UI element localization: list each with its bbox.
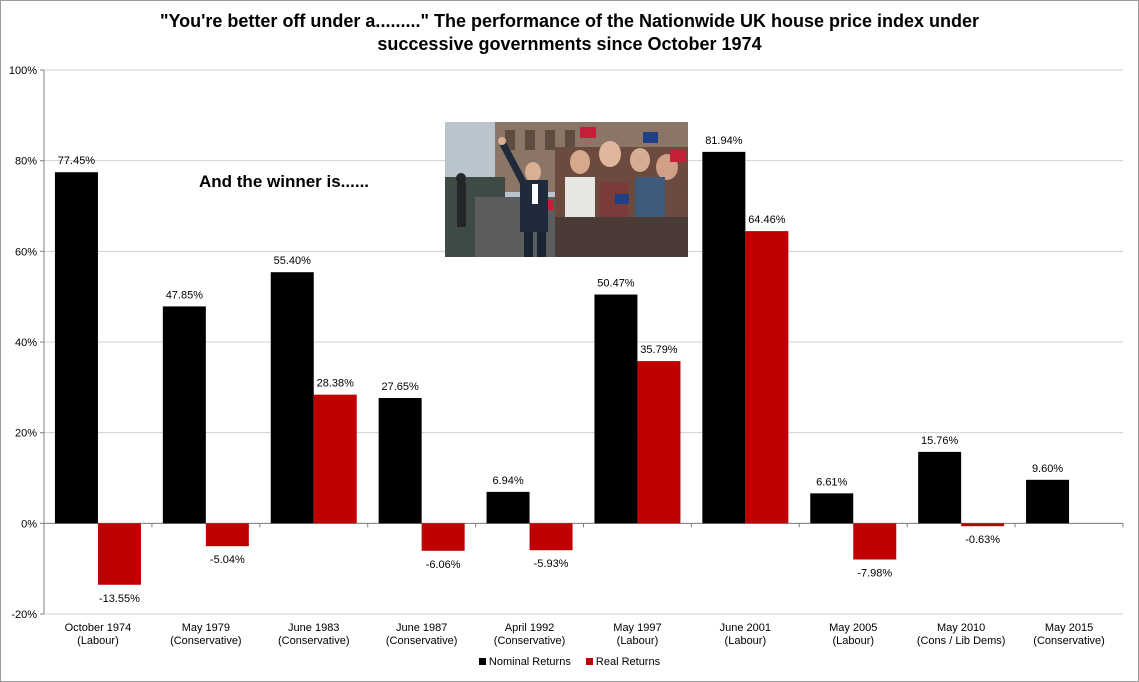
data-label: -5.93% [534, 558, 569, 570]
data-label: 9.60% [1032, 463, 1063, 475]
data-label: 55.40% [274, 255, 312, 267]
data-label: 64.46% [748, 214, 786, 226]
chart-title-line-1: "You're better off under a........." The… [159, 11, 980, 31]
legend-label-nominal: Nominal Returns [488, 656, 571, 668]
data-label: 28.38% [317, 378, 355, 390]
y-tick-label: 60% [15, 246, 37, 258]
y-tick-label: 40% [15, 337, 37, 349]
legend-item-real: Real Returns [585, 656, 661, 668]
y-tick-label: 100% [9, 65, 37, 77]
x-tick-label: October 1974 [65, 622, 132, 634]
bar-real [853, 523, 897, 560]
data-label: -7.98% [857, 568, 892, 580]
data-label: 50.47% [597, 278, 635, 290]
bar-nominal [702, 151, 746, 524]
x-tick-label: June 2001 [720, 622, 771, 634]
bar-nominal [1026, 479, 1070, 524]
x-tick-label: May 2005 [829, 622, 877, 634]
bars [54, 151, 1070, 585]
bar-real [421, 523, 465, 551]
x-tick-label: May 2015 [1045, 622, 1093, 634]
data-label: 77.45% [58, 155, 96, 167]
legend-swatch-real [585, 658, 593, 665]
legend-item-nominal: Nominal Returns [478, 656, 571, 668]
winner-annotation: And the winner is...... [199, 172, 370, 191]
bar-nominal [162, 306, 206, 524]
x-tick-label: April 1992 [505, 622, 555, 634]
bar-real [961, 523, 1005, 527]
legend-swatch-nominal [478, 658, 486, 665]
x-tick-label: (Labour) [77, 635, 119, 647]
y-tick-label: -20% [11, 609, 37, 621]
data-labels: 77.45% -13.55% 47.85% -5.04% 55.40% 28.38% 27.… [58, 135, 1064, 605]
x-tick-label: May 1997 [613, 622, 661, 634]
data-label: -0.63% [965, 534, 1000, 546]
x-tick-label: May 2010 [937, 622, 985, 634]
bar-nominal [378, 397, 422, 524]
chart-title-line-2: successive governments since October 197… [377, 34, 762, 54]
bar-real [205, 523, 249, 547]
data-label: 47.85% [166, 289, 204, 301]
data-label: 15.76% [921, 435, 959, 447]
bar-nominal [486, 491, 530, 524]
x-tick-label: (Conservative) [278, 635, 350, 647]
x-tick-label: June 1983 [288, 622, 339, 634]
bar-real [313, 394, 357, 524]
bar-nominal [810, 493, 854, 524]
data-label: -6.06% [426, 559, 461, 571]
x-axis: October 1974(Labour)May 1979(Conservativ… [65, 622, 1105, 647]
x-tick-label: (Labour) [617, 635, 659, 647]
x-tick-label: (Cons / Lib Dems) [917, 635, 1006, 647]
celebration-photo [445, 122, 688, 257]
x-tick-label: (Conservative) [494, 635, 566, 647]
x-tick-label: (Labour) [832, 635, 874, 647]
y-tick-label: 80% [15, 156, 37, 168]
bar-real [97, 523, 141, 585]
legend-label-real: Real Returns [595, 656, 661, 668]
data-label: 6.61% [816, 476, 847, 488]
y-tick-label: 0% [21, 518, 37, 530]
data-label: 35.79% [640, 344, 678, 356]
y-tick-label: 20% [15, 428, 37, 440]
x-tick-label: June 1987 [396, 622, 447, 634]
x-tick-label: (Conservative) [1033, 635, 1105, 647]
bar-real [745, 231, 789, 524]
data-label: -13.55% [99, 593, 140, 605]
chart-title: "You're better off under a........." The… [0, 10, 1139, 56]
bar-nominal [594, 294, 638, 524]
bar-real [637, 361, 681, 524]
bar-nominal [270, 272, 314, 524]
bar-nominal [54, 172, 98, 524]
x-tick-label: (Labour) [725, 635, 767, 647]
chart-legend: Nominal Returns Real Returns [0, 656, 1139, 668]
x-tick-label: (Conservative) [170, 635, 242, 647]
data-label: 81.94% [705, 135, 743, 147]
x-tick-label: May 1979 [182, 622, 230, 634]
x-tick-label: (Conservative) [386, 635, 458, 647]
data-label: -5.04% [210, 554, 245, 566]
data-label: 27.65% [381, 381, 419, 393]
bar-real [529, 523, 573, 551]
data-label: 6.94% [492, 475, 523, 487]
bar-nominal [918, 451, 962, 524]
